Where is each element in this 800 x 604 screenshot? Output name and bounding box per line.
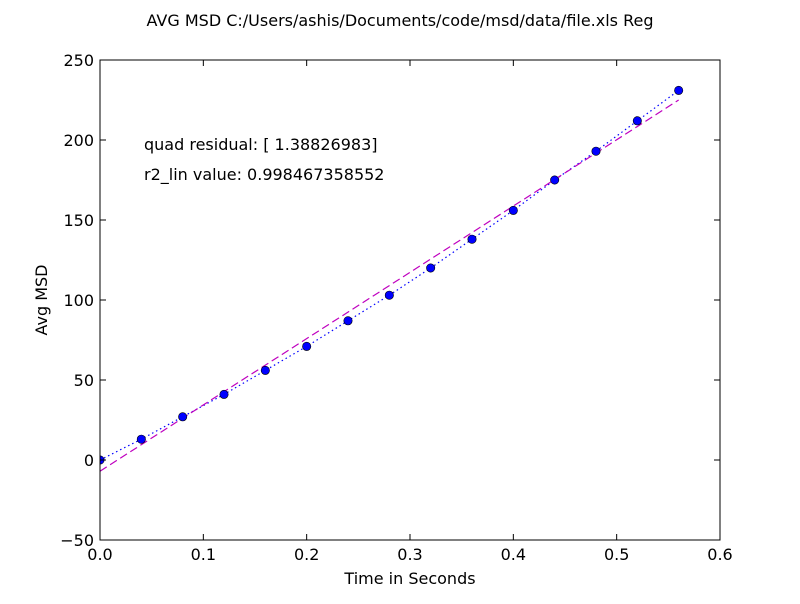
data-point (467, 234, 477, 244)
data-point (591, 146, 601, 156)
annotations: quad residual: [ 1.38826983] r2_lin valu… (144, 135, 384, 185)
y-tick-label: 150 (63, 211, 94, 230)
chart-title: AVG MSD C:/Users/ashis/Documents/code/ms… (147, 11, 654, 30)
y-tick-label: 250 (63, 51, 94, 70)
x-tick-label: 0.2 (294, 545, 319, 564)
data-point (343, 316, 353, 326)
data-point (550, 175, 560, 185)
data-point (674, 85, 684, 95)
x-tick-label: 0.0 (87, 545, 112, 564)
x-tick-label: 0.1 (191, 545, 216, 564)
data-point (302, 341, 312, 351)
x-tick-label: 0.3 (397, 545, 422, 564)
x-axis-label: Time in Seconds (343, 569, 475, 588)
axes: 0.0 0.1 0.2 0.3 0.4 0.5 0.6 −50 0 50 100 150 200 250 (60, 51, 732, 564)
y-tick-label: 200 (63, 131, 94, 150)
plot-series (100, 85, 684, 472)
plot-area (100, 85, 684, 472)
y-tick-label: −50 (60, 531, 94, 550)
data-point (219, 389, 229, 399)
plot-frame (99, 59, 721, 541)
x-tick-label: 0.4 (501, 545, 526, 564)
quad-residual-annotation: quad residual: [ 1.38826983] (144, 135, 378, 154)
data-point (508, 205, 518, 215)
data-point (632, 116, 642, 126)
data-point (178, 412, 188, 422)
y-tick-label: 50 (74, 371, 94, 390)
data-point (426, 263, 436, 273)
x-tick-label: 0.6 (707, 545, 732, 564)
y-tick-label: 0 (84, 451, 94, 470)
linear-fit-line (100, 99, 679, 472)
data-point (136, 434, 146, 444)
y-axis-label: Avg MSD (32, 265, 51, 336)
data-point (260, 365, 270, 375)
x-tick-label: 0.5 (604, 545, 629, 564)
y-tick-label: 100 (63, 291, 94, 310)
data-point (384, 290, 394, 300)
r2-lin-annotation: r2_lin value: 0.998467358552 (144, 165, 384, 185)
